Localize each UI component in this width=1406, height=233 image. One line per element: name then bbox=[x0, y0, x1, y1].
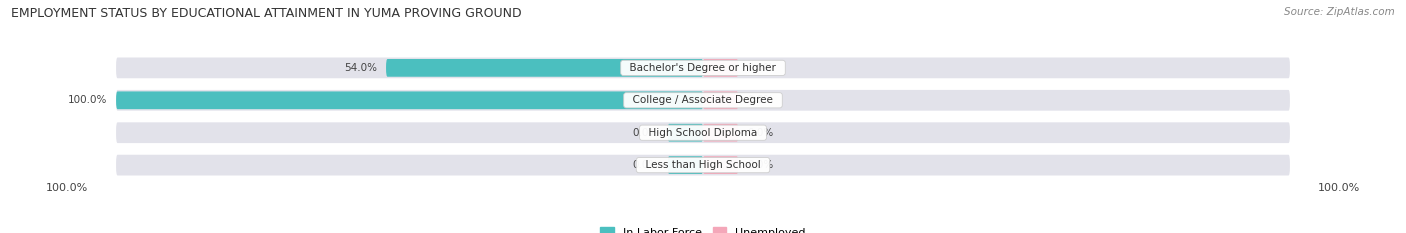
Text: 0.0%: 0.0% bbox=[633, 160, 659, 170]
Text: 0.0%: 0.0% bbox=[747, 160, 773, 170]
Text: High School Diploma: High School Diploma bbox=[643, 128, 763, 138]
FancyBboxPatch shape bbox=[703, 124, 738, 142]
Text: 0.0%: 0.0% bbox=[633, 128, 659, 138]
Text: 100.0%: 100.0% bbox=[67, 95, 107, 105]
FancyBboxPatch shape bbox=[117, 91, 703, 109]
Text: EMPLOYMENT STATUS BY EDUCATIONAL ATTAINMENT IN YUMA PROVING GROUND: EMPLOYMENT STATUS BY EDUCATIONAL ATTAINM… bbox=[11, 7, 522, 20]
FancyBboxPatch shape bbox=[703, 59, 738, 77]
FancyBboxPatch shape bbox=[668, 124, 703, 142]
Text: 54.0%: 54.0% bbox=[344, 63, 377, 73]
Text: 100.0%: 100.0% bbox=[46, 183, 89, 193]
FancyBboxPatch shape bbox=[387, 59, 703, 77]
FancyBboxPatch shape bbox=[703, 91, 738, 109]
Legend: In Labor Force, Unemployed: In Labor Force, Unemployed bbox=[596, 223, 810, 233]
FancyBboxPatch shape bbox=[703, 156, 738, 174]
Text: 100.0%: 100.0% bbox=[1317, 183, 1360, 193]
Text: Less than High School: Less than High School bbox=[638, 160, 768, 170]
Text: 0.0%: 0.0% bbox=[747, 63, 773, 73]
Text: College / Associate Degree: College / Associate Degree bbox=[626, 95, 780, 105]
Text: Bachelor's Degree or higher: Bachelor's Degree or higher bbox=[623, 63, 783, 73]
Text: Source: ZipAtlas.com: Source: ZipAtlas.com bbox=[1284, 7, 1395, 17]
Text: 0.0%: 0.0% bbox=[747, 128, 773, 138]
FancyBboxPatch shape bbox=[117, 155, 1289, 175]
Text: 0.0%: 0.0% bbox=[747, 95, 773, 105]
FancyBboxPatch shape bbox=[668, 156, 703, 174]
FancyBboxPatch shape bbox=[117, 58, 1289, 78]
FancyBboxPatch shape bbox=[117, 122, 1289, 143]
FancyBboxPatch shape bbox=[117, 90, 1289, 111]
